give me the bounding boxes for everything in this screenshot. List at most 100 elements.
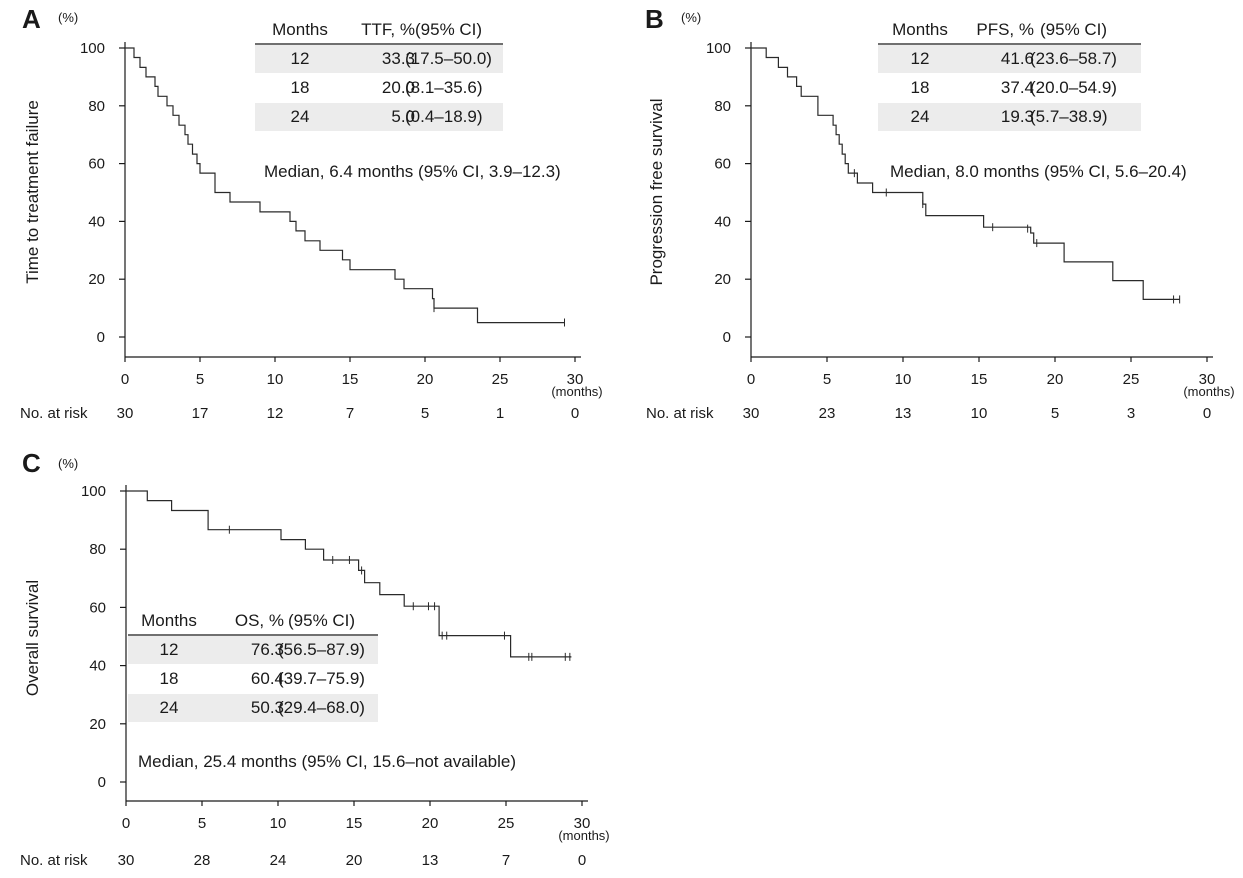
- median-annotation: Median, 8.0 months (95% CI, 5.6–20.4): [890, 162, 1187, 181]
- panel-a: A (%)Time to treatment failure02040608010…: [20, 4, 603, 422]
- table-cell: 12: [291, 49, 310, 68]
- table-row-shade: [128, 694, 378, 722]
- y-tick-label: 80: [88, 98, 105, 115]
- x-unit-label: (months): [551, 384, 602, 399]
- x-tick-label: 10: [267, 371, 284, 388]
- table-row-shade: [128, 636, 378, 664]
- at-risk-count: 20: [346, 852, 363, 869]
- at-risk-count: 30: [743, 405, 760, 422]
- x-tick-label: 30: [574, 815, 591, 832]
- at-risk-count: 7: [346, 405, 354, 422]
- table-row-shade: [878, 45, 1141, 73]
- table-cell: 5.0: [391, 107, 415, 126]
- estimate-table: Months TTF, % (95% CI) 12 33.3(17.5–50.0) 18 2…: [255, 20, 503, 131]
- table-header-cell: (95% CI): [288, 611, 355, 630]
- panel-letter: A: [22, 4, 41, 34]
- y-tick-label: 20: [714, 271, 731, 288]
- table-header-cell: PFS, %: [976, 20, 1034, 39]
- x-tick-label: 20: [422, 815, 439, 832]
- y-tick-label: 0: [723, 329, 731, 346]
- x-tick-label: 0: [747, 371, 755, 388]
- y-tick-label: 20: [88, 271, 105, 288]
- table-cell: 18: [160, 669, 179, 688]
- table-cell: (56.5–87.9): [278, 640, 365, 659]
- table-cell: 60.4: [251, 669, 284, 688]
- at-risk-count: 0: [578, 852, 586, 869]
- table-row-shade: [255, 45, 503, 73]
- table-cell: 12: [160, 640, 179, 659]
- at-risk-count: 24: [270, 852, 287, 869]
- at-risk-count: 12: [267, 405, 284, 422]
- x-tick-label: 25: [1123, 371, 1140, 388]
- x-tick-label: 25: [492, 371, 509, 388]
- table-cell: (20.0–54.9): [1030, 78, 1117, 97]
- y-tick-label: 80: [89, 541, 106, 558]
- table-cell: (8.1–35.6): [405, 78, 483, 97]
- x-tick-label: 15: [342, 371, 359, 388]
- table-header-cell: (95% CI): [415, 20, 482, 39]
- x-tick-label: 10: [270, 815, 287, 832]
- at-risk-count: 10: [971, 405, 988, 422]
- table-cell: 24: [911, 107, 930, 126]
- panel-letter: C: [22, 448, 41, 478]
- x-tick-label: 20: [1047, 371, 1064, 388]
- y-tick-label: 40: [88, 213, 105, 230]
- x-tick-label: 5: [196, 371, 204, 388]
- y-tick-label: 40: [89, 658, 106, 675]
- x-tick-label: 0: [122, 815, 130, 832]
- y-axis-label: Progression free survival: [647, 98, 666, 285]
- y-tick-label: 40: [714, 213, 731, 230]
- at-risk-label: No. at risk: [20, 852, 88, 869]
- at-risk-count: 7: [502, 852, 510, 869]
- estimate-table: Months PFS, % (95% CI) 12 41.6(23.6–58.7) 18 3…: [878, 20, 1141, 131]
- x-tick-label: 5: [823, 371, 831, 388]
- y-tick-label: 100: [81, 483, 106, 500]
- table-cell: (29.4–68.0): [278, 698, 365, 717]
- table-row-shade: [878, 103, 1141, 131]
- y-unit-label: (%): [58, 10, 78, 25]
- table-cell: (23.6–58.7): [1030, 49, 1117, 68]
- table-header-cell: TTF, %: [361, 20, 415, 39]
- y-tick-label: 60: [89, 599, 106, 616]
- at-risk-count: 30: [118, 852, 135, 869]
- x-tick-label: 20: [417, 371, 434, 388]
- survival-curve: [751, 47, 1180, 300]
- table-cell: (39.7–75.9): [278, 669, 365, 688]
- at-risk-count: 17: [192, 405, 209, 422]
- x-tick-label: 15: [971, 371, 988, 388]
- x-tick-label: 30: [1199, 371, 1216, 388]
- at-risk-count: 13: [895, 405, 912, 422]
- at-risk-count: 5: [421, 405, 429, 422]
- y-tick-label: 100: [706, 40, 731, 57]
- table-cell: 37.4: [1001, 78, 1034, 97]
- table-row-shade: [255, 103, 503, 131]
- x-tick-label: 15: [346, 815, 363, 832]
- at-risk-count: 13: [422, 852, 439, 869]
- table-cell: (0.4–18.9): [405, 107, 483, 126]
- table-header-cell: Months: [141, 611, 197, 630]
- table-cell: 19.3: [1001, 107, 1034, 126]
- table-header-cell: Months: [272, 20, 328, 39]
- table-cell: 18: [911, 78, 930, 97]
- at-risk-label: No. at risk: [20, 405, 88, 422]
- panel-letter: B: [645, 4, 664, 34]
- table-cell: 24: [160, 698, 179, 717]
- y-tick-label: 80: [714, 98, 731, 115]
- y-tick-label: 60: [714, 156, 731, 173]
- x-tick-label: 25: [498, 815, 515, 832]
- at-risk-label: No. at risk: [646, 405, 714, 422]
- table-header-cell: (95% CI): [1040, 20, 1107, 39]
- table-cell: 76.3: [251, 640, 284, 659]
- y-tick-label: 60: [88, 156, 105, 173]
- table-cell: (17.5–50.0): [405, 49, 492, 68]
- estimate-table: Months OS, % (95% CI) 12 76.3(56.5–87.9) 18 60…: [128, 611, 378, 722]
- table-cell: 18: [291, 78, 310, 97]
- y-tick-label: 0: [97, 329, 105, 346]
- median-annotation: Median, 25.4 months (95% CI, 15.6–not av…: [138, 752, 516, 771]
- at-risk-count: 0: [1203, 405, 1211, 422]
- table-cell: 33.3: [382, 49, 415, 68]
- at-risk-count: 28: [194, 852, 211, 869]
- at-risk-count: 5: [1051, 405, 1059, 422]
- y-unit-label: (%): [681, 10, 701, 25]
